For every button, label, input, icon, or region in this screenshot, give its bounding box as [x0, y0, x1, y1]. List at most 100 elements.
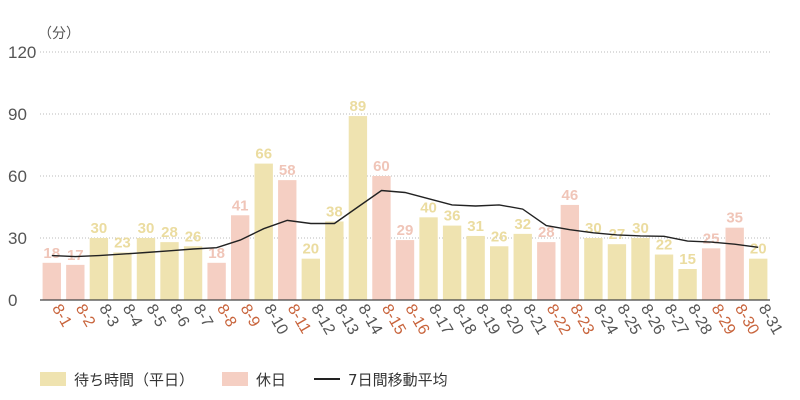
x-tick-label: 8-16	[402, 302, 433, 338]
bar-value-label: 41	[232, 197, 249, 214]
bar	[89, 238, 109, 300]
bar	[631, 238, 650, 300]
legend-holiday: 休日	[222, 369, 286, 390]
bar-value-label: 40	[420, 199, 437, 216]
bar	[513, 233, 532, 300]
x-tick-label: 8-26	[637, 302, 668, 338]
x-tick-label: 8-18	[449, 302, 480, 338]
bar	[301, 258, 320, 300]
x-tick-label: 8-5	[143, 302, 169, 331]
bar	[325, 221, 344, 300]
bar-value-label: 46	[561, 187, 578, 204]
bar-value-label: 25	[703, 230, 720, 247]
bar-value-label: 30	[91, 220, 108, 237]
x-tick-label: 8-10	[260, 302, 291, 338]
bar	[42, 262, 61, 300]
bar-value-label: 60	[373, 158, 390, 175]
bar-value-label: 30	[632, 220, 649, 237]
bar	[66, 264, 85, 300]
legend-weekday-label: 待ち時間（平日）	[74, 370, 195, 389]
x-tick-label: 8-31	[755, 302, 786, 338]
bar-value-label: 58	[279, 162, 296, 179]
x-tick-label: 8-9	[237, 302, 263, 331]
bar	[160, 242, 179, 300]
bar-value-label: 22	[656, 237, 673, 254]
x-tick-label: 8-19	[472, 302, 503, 338]
bar	[254, 163, 273, 300]
bar	[372, 176, 391, 300]
bar	[442, 225, 462, 300]
bar	[701, 248, 721, 300]
bar-value-label: 18	[208, 245, 225, 262]
bar-value-label: 32	[514, 216, 531, 233]
x-tick-label: 8-7	[190, 302, 216, 331]
x-tick-label: 8-1	[48, 302, 74, 331]
legend-weekday: 待ち時間（平日）	[40, 369, 194, 390]
bar-value-label: 36	[444, 208, 461, 225]
bar	[560, 204, 580, 300]
bar-value-label: 15	[679, 251, 696, 268]
x-tick-label: 8-25	[613, 302, 644, 338]
y-tick-label: 30	[8, 229, 27, 248]
legend-moving-average-line	[314, 378, 341, 380]
bar	[749, 258, 768, 300]
legend-moving-average: 7日間移動平均	[314, 369, 448, 390]
x-tick-label: 8-30	[731, 302, 762, 338]
bar-value-label: 26	[185, 228, 202, 245]
bar	[607, 244, 627, 300]
bar	[113, 252, 132, 300]
bar	[584, 238, 603, 300]
y-tick-label: 0	[8, 291, 17, 310]
moving-average-line	[51, 189, 759, 258]
bar-value-label: 66	[255, 146, 272, 163]
x-tick-label: 8-21	[519, 302, 550, 338]
bar-value-label: 29	[397, 222, 414, 239]
legend-holiday-swatch	[222, 372, 249, 386]
bar	[466, 235, 485, 300]
y-tick-label: 90	[8, 105, 27, 124]
x-tick-label: 8-13	[331, 302, 362, 338]
bar-value-label: 23	[114, 234, 131, 251]
x-tick-label: 8-24	[590, 302, 621, 338]
bar-value-label: 28	[538, 224, 555, 241]
y-tick-label: 120	[8, 43, 36, 62]
bar	[230, 215, 250, 300]
bar	[678, 269, 697, 300]
x-tick-label: 8-11	[284, 302, 314, 337]
legend: 待ち時間（平日） 休日 7日間移動平均	[40, 368, 476, 390]
y-tick-label: 60	[8, 167, 27, 186]
bar	[725, 227, 744, 300]
x-tick-label: 8-3	[95, 302, 121, 331]
bar-value-label: 20	[302, 241, 319, 258]
bar-value-label: 18	[43, 245, 60, 262]
bar-value-label: 26	[491, 228, 508, 245]
bar-value-label: 30	[138, 220, 155, 237]
bar	[537, 242, 556, 300]
bar-value-label: 17	[67, 247, 84, 264]
x-tick-label: 8-12	[307, 302, 338, 338]
x-tick-label: 8-15	[378, 302, 409, 338]
y-unit-label: （分）	[38, 26, 80, 42]
x-tick-label: 8-27	[661, 302, 692, 338]
x-tick-label: 8-8	[213, 302, 239, 331]
bar	[395, 240, 415, 300]
bar-value-label: 28	[161, 224, 178, 241]
legend-holiday-label: 休日	[256, 370, 287, 389]
bar	[136, 238, 156, 300]
x-tick-label: 8-2	[72, 302, 98, 331]
bar-value-label: 31	[467, 218, 484, 235]
bar-value-label: 30	[585, 220, 602, 237]
x-tick-label: 8-4	[119, 302, 145, 331]
x-tick-label: 8-6	[166, 302, 192, 331]
bar	[348, 116, 368, 300]
x-tick-label: 8-22	[543, 302, 574, 338]
bar-value-label: 38	[326, 203, 343, 220]
x-tick-label: 8-28	[684, 302, 715, 338]
bar-value-label: 35	[726, 210, 743, 227]
x-tick-label: 8-29	[708, 302, 739, 338]
bar	[419, 217, 438, 300]
bar	[490, 246, 509, 300]
bar	[654, 254, 674, 300]
bar	[183, 246, 203, 300]
